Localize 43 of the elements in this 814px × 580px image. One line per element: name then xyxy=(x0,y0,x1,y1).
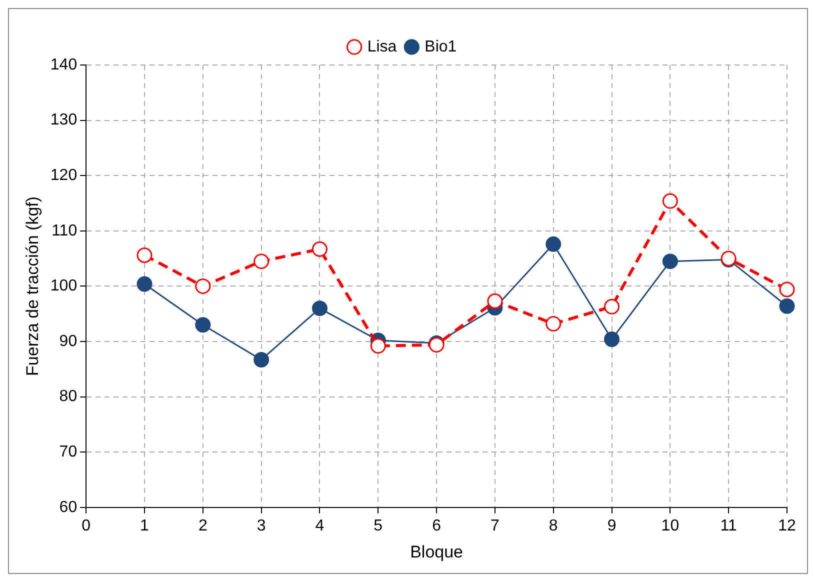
point xyxy=(312,300,328,316)
x-tick-label: 7 xyxy=(490,517,500,534)
y-tick-label: 130 xyxy=(50,112,78,129)
x-tick-label: 8 xyxy=(548,517,558,534)
y-tick-label: 100 xyxy=(50,278,78,295)
point xyxy=(312,241,328,257)
y-tick-label: 80 xyxy=(59,388,78,406)
x-tick-label: 10 xyxy=(661,517,680,534)
x-tick-label: 12 xyxy=(778,517,796,534)
point xyxy=(779,282,795,298)
x-tick-label: 4 xyxy=(315,517,324,534)
point xyxy=(604,298,620,314)
point xyxy=(136,276,152,292)
y-tick-label: 90 xyxy=(59,332,78,350)
point xyxy=(254,352,270,368)
x-tick-label: 6 xyxy=(432,517,442,534)
y-tick-label: 110 xyxy=(52,222,78,240)
x-tick-label: 0 xyxy=(82,517,91,534)
legend-label: Bio1 xyxy=(424,38,457,56)
point xyxy=(254,254,270,270)
point xyxy=(195,317,211,333)
x-tick-label: 2 xyxy=(198,517,208,534)
x-tick-label: 5 xyxy=(374,517,383,534)
y-tick-label: 60 xyxy=(59,498,78,516)
point xyxy=(487,293,503,309)
x-tick-label: 9 xyxy=(607,517,616,534)
y-tick-label: 120 xyxy=(50,167,78,184)
point xyxy=(604,332,620,348)
y-axis-title: Fuerza de tracción (kgf) xyxy=(22,196,42,376)
y-tick-label: 140 xyxy=(50,56,78,74)
y-tick-label: 70 xyxy=(59,444,78,461)
point xyxy=(546,236,562,252)
point xyxy=(779,298,795,314)
x-axis-title: Bloque xyxy=(410,542,464,562)
point xyxy=(195,278,211,294)
x-tick-label: 1 xyxy=(140,517,150,534)
legend-label: Lisa xyxy=(367,38,397,56)
x-tick-label: 11 xyxy=(720,517,737,534)
point xyxy=(662,193,678,209)
point xyxy=(546,316,562,332)
point xyxy=(370,338,386,354)
point xyxy=(662,254,678,270)
x-tick-label: 3 xyxy=(256,517,266,534)
